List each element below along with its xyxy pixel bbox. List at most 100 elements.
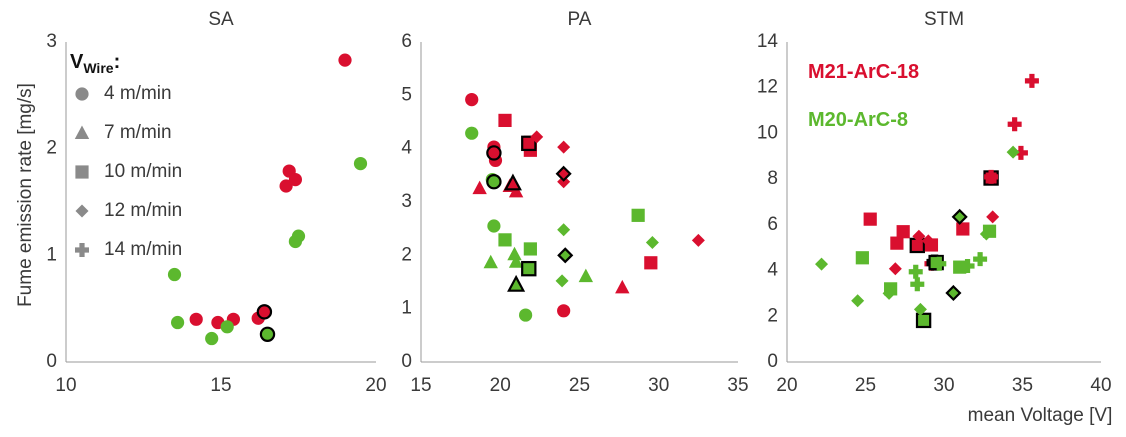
x-tick-label: 25 [569, 375, 590, 396]
legend-label: 12 m/min [104, 200, 182, 221]
data-point-red-square [956, 222, 970, 236]
data-point-red-diamond [912, 229, 926, 243]
legend-label: 7 m/min [104, 122, 172, 143]
x-tick-label: 10 [55, 375, 76, 396]
data-point-red-square [890, 236, 904, 250]
data-point-green-diamond [882, 286, 896, 300]
data-point-red-diamond [691, 233, 705, 247]
x-tick-label: 15 [410, 375, 431, 396]
data-point-green-circle [465, 126, 479, 140]
data-point-red-circle [557, 304, 571, 318]
panel-title: STM [924, 9, 964, 30]
x-tick-label: 25 [855, 375, 876, 396]
data-point-red-plus [984, 169, 999, 184]
x-tick-label: 40 [1090, 375, 1111, 396]
y-tick-label: 3 [46, 31, 57, 52]
data-point-red-plus [1013, 145, 1028, 160]
data-point-green-diamond [913, 302, 927, 316]
data-point-green-circle [353, 157, 368, 171]
panel-pa: PA 0 1 2 3 4 5 6 15 20 25 30 35 [401, 9, 748, 396]
legend-title-sub: Wire [83, 60, 113, 76]
y-tick-label: 8 [767, 168, 778, 189]
legend-label: 14 m/min [104, 239, 182, 260]
data-point-green-triangle [578, 268, 594, 283]
data-point-green-square [498, 233, 512, 247]
data-point-green-diamond [945, 284, 962, 302]
data-point-red-triangle [503, 173, 522, 191]
data-point-red-circle [189, 312, 203, 326]
data-point-red-triangle [508, 183, 524, 198]
data-point-red-diamond [557, 140, 571, 154]
data-point-red-circle [465, 93, 479, 107]
data-point-green-diamond [1006, 145, 1020, 159]
data-point-red-square [863, 212, 877, 226]
legend-title-main: V [70, 51, 84, 73]
legend-marker-triangle [74, 125, 90, 139]
legend-marker-square [75, 165, 89, 179]
data-point-red-circle [279, 179, 293, 193]
data-point-green-plus [960, 259, 975, 273]
legend-title-suffix: : [114, 51, 121, 73]
data-point-red-diamond [986, 210, 1000, 224]
data-point-green-circle [487, 219, 501, 233]
data-point-green-square [523, 242, 537, 256]
y-tick-label: 12 [757, 77, 778, 98]
y-tick-label: 2 [767, 305, 778, 326]
panel-sa: SA 0 1 2 3 10 15 20 [46, 9, 386, 396]
x-tick-label: 30 [933, 375, 954, 396]
x-tick-label: 20 [776, 375, 797, 396]
data-point-red-square [644, 256, 658, 270]
y-tick-label: 6 [401, 31, 412, 52]
legend-marker-circle [75, 87, 89, 101]
y-tick-label: 10 [757, 122, 778, 143]
data-point-green-plus [908, 264, 923, 279]
legend-title: VWire: [70, 51, 120, 76]
data-point-green-diamond [951, 208, 968, 225]
y-tick-label: 6 [767, 214, 778, 235]
data-point-green-diamond [851, 294, 865, 308]
data-point-green-triangle [507, 274, 526, 292]
data-point-red-plus [1007, 117, 1022, 132]
data-point-green-diamond [557, 247, 574, 264]
y-tick-label: 5 [401, 84, 412, 105]
panel-title: SA [208, 9, 234, 30]
data-point-green-triangle [507, 246, 522, 261]
y-tick-label: 0 [767, 351, 778, 372]
data-point-green-circle [220, 320, 234, 334]
legend-marker-plus [75, 243, 89, 257]
data-point-green-square [521, 260, 537, 277]
legend-label: 4 m/min [104, 83, 172, 104]
data-point-red-diamond [530, 130, 544, 144]
legend-label: 10 m/min [104, 161, 182, 182]
data-point-green-plus [932, 256, 947, 271]
x-tick-label: 15 [210, 375, 231, 396]
data-point-green-square [915, 312, 932, 329]
y-tick-label: 2 [401, 244, 412, 265]
x-tick-label: 35 [727, 375, 748, 396]
x-tick-label: 20 [365, 375, 386, 396]
x-tick-label: 30 [648, 375, 669, 396]
data-point-red-circle [486, 145, 502, 161]
data-point-green-circle [171, 315, 185, 330]
data-point-green-circle [519, 308, 533, 322]
data-point-red-square [498, 113, 512, 127]
data-point-green-diamond [979, 227, 993, 241]
data-point-green-circle [167, 267, 182, 282]
data-point-green-circle [205, 331, 219, 346]
legend-marker-diamond [75, 204, 89, 218]
data-point-red-plus [1024, 73, 1039, 88]
y-tick-label: 2 [46, 138, 57, 159]
data-point-red-circle [288, 173, 302, 187]
y-tick-label: 1 [401, 298, 412, 319]
y-tick-label: 0 [401, 351, 412, 372]
x-axis-label: mean Voltage [V] [968, 405, 1113, 426]
data-point-red-square [896, 225, 910, 239]
data-point-green-diamond [557, 223, 571, 237]
data-point-green-circle [291, 229, 306, 243]
data-point-red-diamond [555, 165, 572, 182]
data-point-red-diamond [888, 262, 902, 276]
y-tick-label: 0 [46, 351, 57, 372]
x-tick-label: 35 [1012, 375, 1033, 396]
